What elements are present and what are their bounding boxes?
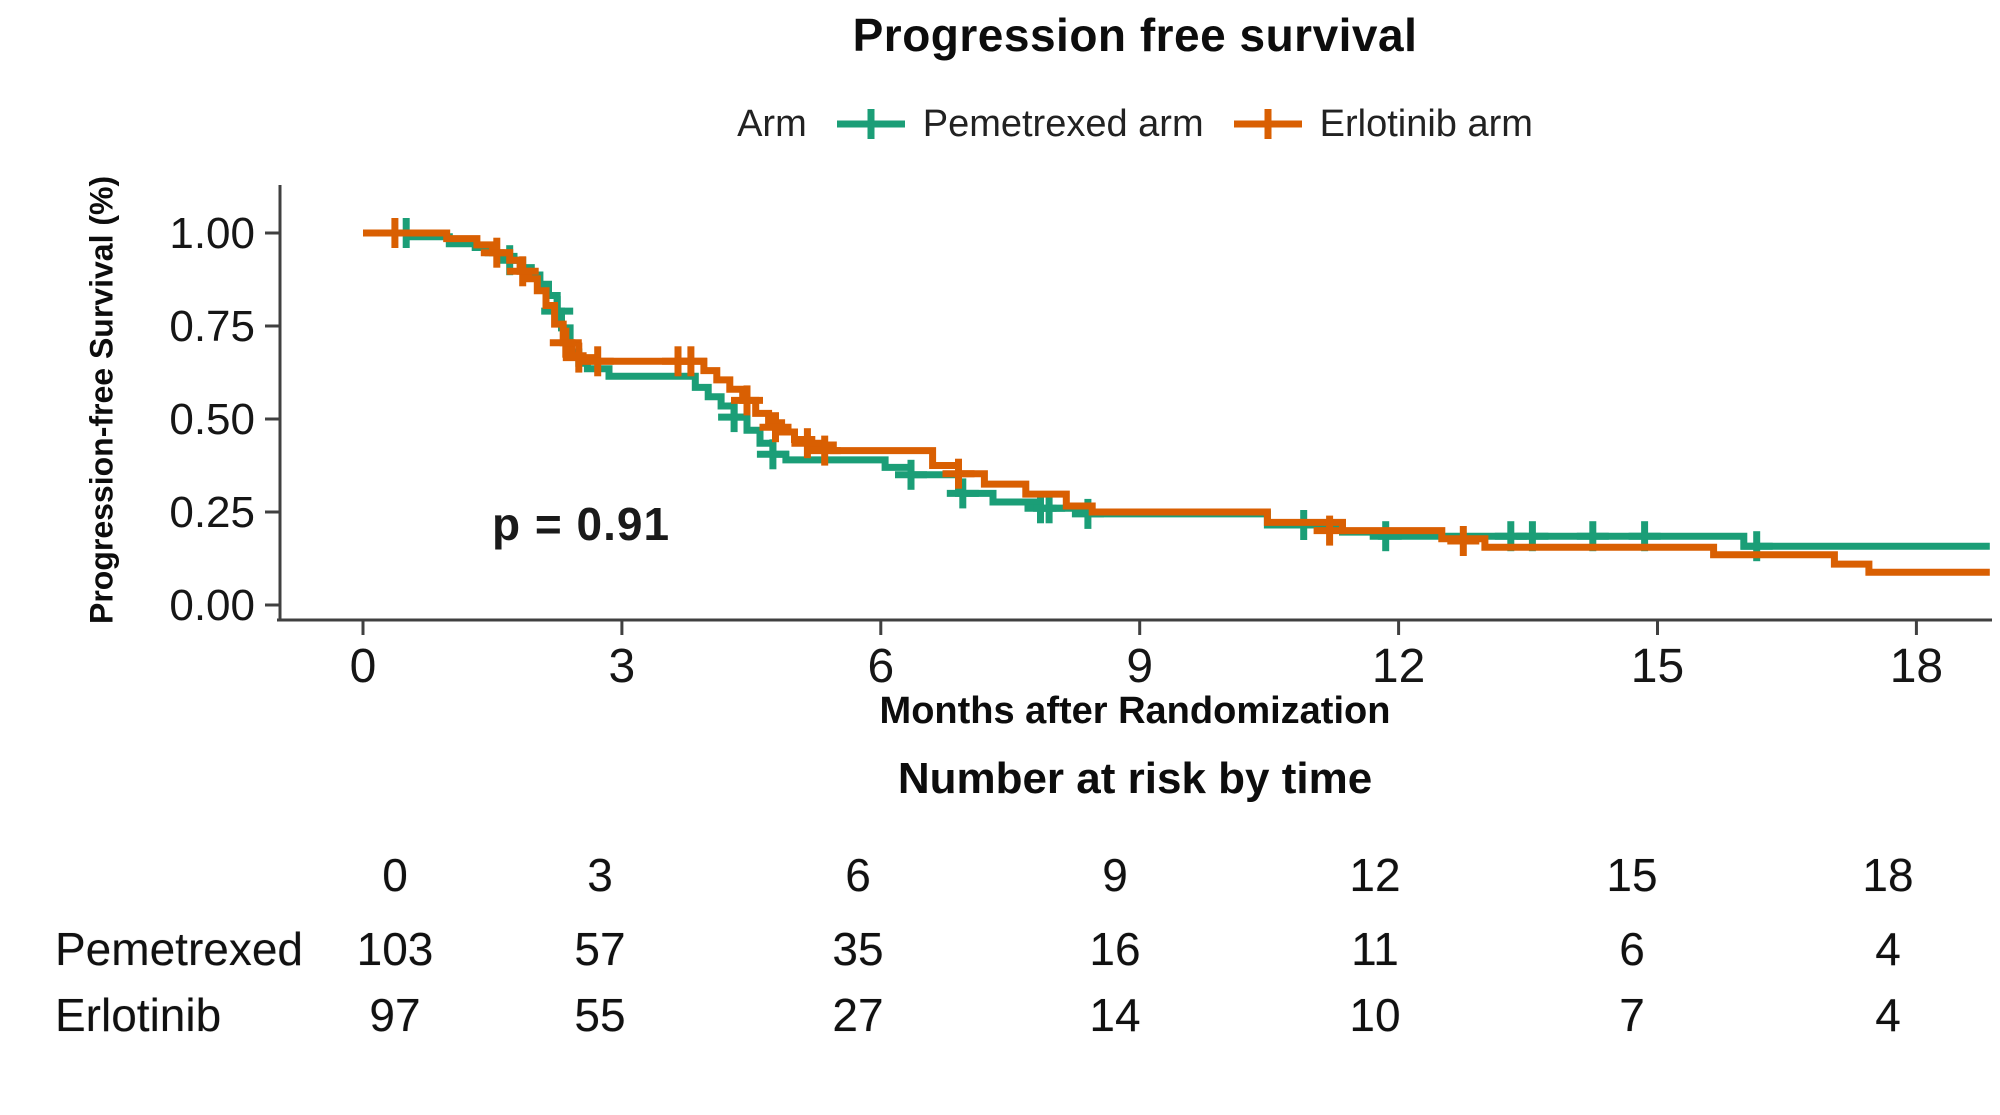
risk-row-label: Erlotinib (55, 989, 222, 1041)
risk-count: 16 (1089, 923, 1141, 975)
y-tick-label: 0.00 (169, 581, 255, 630)
y-tick-label: 0.75 (169, 302, 255, 351)
survival-curve-erlotinib-arm (363, 229, 1990, 576)
x-axis-label: Months after Randomization (879, 690, 1391, 732)
risk-row-label: Pemetrexed (55, 923, 304, 975)
risk-count: 11 (1351, 923, 1399, 975)
risk-time-label: 0 (382, 849, 408, 901)
risk-count: 57 (574, 923, 626, 975)
risk-time-label: 18 (1862, 849, 1914, 901)
risk-count: 10 (1349, 989, 1401, 1041)
y-tick-label: 0.50 (169, 395, 255, 444)
risk-count: 7 (1619, 989, 1645, 1041)
y-tick-label: 0.25 (169, 488, 255, 537)
legend-item-pemetrexed: Pemetrexed arm (833, 103, 1204, 146)
x-tick-label: 18 (1890, 640, 1943, 693)
x-tick-label: 3 (609, 640, 636, 693)
legend: Arm Pemetrexed arm Erlotinib arm (280, 100, 1990, 148)
x-tick-label: 6 (867, 640, 894, 693)
risk-count: 55 (574, 989, 626, 1041)
risk-count: 27 (832, 989, 884, 1041)
legend-item-erlotinib: Erlotinib arm (1230, 103, 1533, 146)
risk-count: 35 (832, 923, 884, 975)
x-tick-label: 9 (1126, 640, 1153, 693)
risk-count: 103 (356, 923, 434, 975)
erlotinib-key-icon (1233, 109, 1302, 139)
risk-table-title: Number at risk by time (897, 754, 1373, 803)
risk-count: 97 (369, 989, 421, 1041)
risk-count: 4 (1875, 989, 1901, 1041)
y-tick-label: 1.00 (169, 209, 255, 258)
risk-time-label: 9 (1102, 849, 1128, 901)
x-tick-label: 12 (1372, 640, 1425, 693)
chart-title: Progression free survival (852, 9, 1418, 61)
x-tick-label: 15 (1631, 640, 1684, 693)
risk-count: 4 (1875, 923, 1901, 975)
x-tick-label: 0 (350, 640, 377, 693)
pemetrexed-key-icon (836, 109, 905, 139)
risk-time-label: 3 (587, 849, 613, 901)
legend-item-label: Erlotinib arm (1319, 102, 1533, 145)
risk-count: 14 (1089, 989, 1141, 1041)
risk-time-label: 12 (1349, 849, 1401, 901)
risk-time-label: 6 (845, 849, 871, 901)
risk-count: 6 (1619, 923, 1645, 975)
legend-title: Arm (737, 102, 807, 145)
p-value-annotation: p = 0.91 (492, 498, 671, 550)
risk-time-label: 15 (1606, 849, 1658, 901)
legend-item-label: Pemetrexed arm (922, 102, 1204, 145)
